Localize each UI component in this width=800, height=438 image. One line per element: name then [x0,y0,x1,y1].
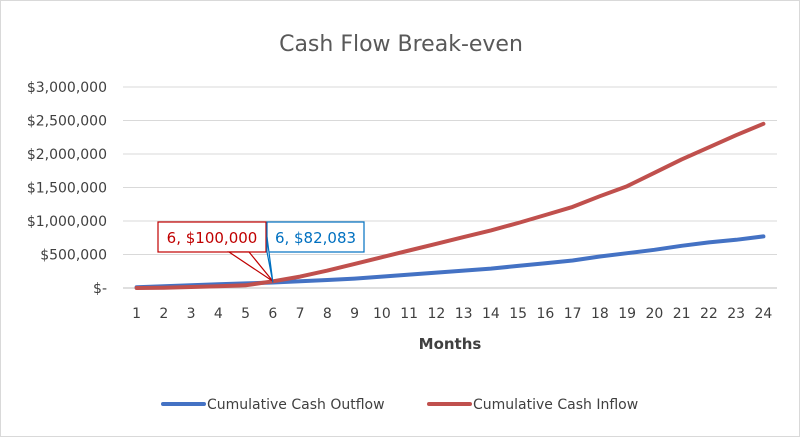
x-tick-label: 1 [132,306,141,322]
y-tick-label: $2,500,000 [27,114,107,130]
y-tick-label: $3,000,000 [27,80,107,96]
x-tick-label: 6 [268,306,277,322]
callout-pointer [266,236,274,283]
legend-label: Cumulative Cash Outflow [207,397,385,413]
x-tick-label: 20 [645,306,663,322]
x-tick-label: 9 [350,306,359,322]
legend: Cumulative Cash Outflow Cumulative Cash I… [161,397,638,413]
callout-pointer [227,251,274,282]
legend-item-inflow: Cumulative Cash Inflow [427,397,638,413]
legend-item-outflow: Cumulative Cash Outflow [161,397,385,413]
x-tick-label: 12 [427,306,445,322]
x-tick-label: 11 [400,306,418,322]
x-tick-label: 14 [482,306,500,322]
x-tick-label: 8 [323,306,332,322]
x-tick-label: 4 [214,306,223,322]
x-tick-label: 5 [241,306,250,322]
x-axis-ticks: 1 2 3 4 5 6 7 8 9 10 11 12 13 14 15 16 17 18 19 20 21 22 23 24 [132,306,772,322]
x-tick-label: 7 [296,306,305,322]
x-tick-label: 17 [564,306,582,322]
x-tick-label: 3 [187,306,196,322]
x-tick-label: 10 [373,306,391,322]
y-tick-label: $- [93,281,107,297]
y-tick-label: $1,000,000 [27,214,107,230]
x-tick-label: 19 [618,306,636,322]
callout-outflow: 6, $82,083 [266,221,365,283]
x-tick-label: 23 [727,306,745,322]
x-tick-label: 16 [536,306,554,322]
y-axis-ticks: $- $500,000 $1,000,000 $1,500,000 $2,000,000… [27,80,107,297]
y-tick-label: $1,500,000 [27,181,107,197]
series-lines [134,121,766,290]
callout-box [157,221,267,253]
series-line-inflow [134,121,766,290]
chart-title: Cash Flow Break-even [279,32,523,57]
gridlines [123,86,777,255]
x-tick-label: 2 [159,306,168,322]
callout-box [266,221,365,253]
y-tick-label: $500,000 [40,248,107,264]
legend-label: Cumulative Cash Inflow [473,397,638,413]
x-tick-label: 22 [700,306,718,322]
x-tick-label: 21 [673,306,691,322]
callout-label: 6, $82,083 [275,229,356,247]
x-tick-label: 24 [754,306,772,322]
callout-inflow: 6, $100,000 [157,221,274,282]
x-tick-label: 18 [591,306,609,322]
x-tick-label: 15 [509,306,527,322]
callouts: 6, $100,000 6, $82,083 [157,221,365,283]
callout-label: 6, $100,000 [167,229,258,247]
x-axis-label: Months [419,335,482,353]
y-tick-label: $2,000,000 [27,147,107,163]
x-tick-label: 13 [455,306,473,322]
